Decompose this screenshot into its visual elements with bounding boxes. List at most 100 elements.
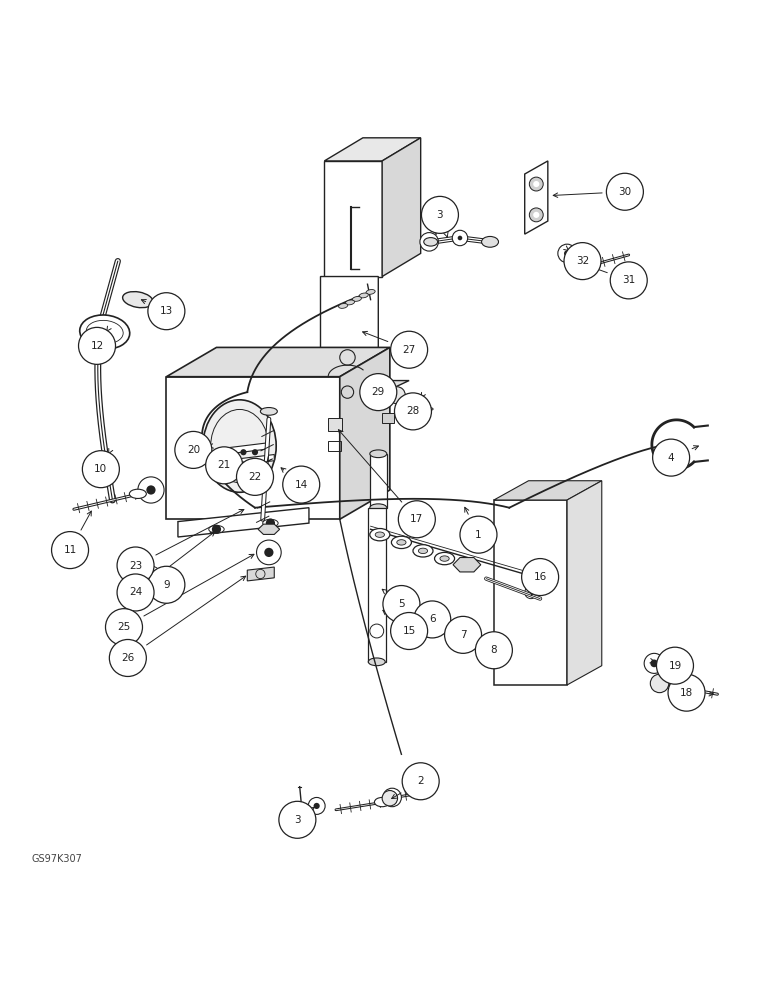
- Ellipse shape: [370, 529, 390, 541]
- Circle shape: [388, 387, 405, 404]
- Circle shape: [391, 613, 428, 649]
- Text: 8: 8: [490, 645, 497, 655]
- Text: 3: 3: [437, 210, 443, 220]
- Ellipse shape: [374, 797, 390, 807]
- Circle shape: [452, 230, 468, 246]
- Circle shape: [571, 260, 587, 277]
- Text: 20: 20: [187, 445, 200, 455]
- Polygon shape: [324, 161, 382, 277]
- Text: 22: 22: [249, 472, 262, 482]
- Ellipse shape: [440, 556, 449, 561]
- Circle shape: [610, 262, 647, 299]
- Ellipse shape: [435, 552, 455, 565]
- Circle shape: [225, 461, 231, 468]
- Circle shape: [606, 173, 643, 210]
- Ellipse shape: [345, 300, 354, 305]
- Ellipse shape: [370, 504, 387, 512]
- Circle shape: [650, 660, 658, 667]
- Text: 13: 13: [160, 306, 173, 316]
- Polygon shape: [320, 381, 409, 408]
- Text: 16: 16: [533, 572, 547, 582]
- Circle shape: [445, 616, 482, 653]
- Text: GS97K307: GS97K307: [32, 854, 83, 864]
- Text: 15: 15: [402, 626, 416, 636]
- Circle shape: [266, 518, 275, 528]
- Circle shape: [389, 794, 395, 801]
- Text: 31: 31: [622, 275, 635, 285]
- Circle shape: [83, 451, 120, 488]
- Ellipse shape: [482, 236, 499, 247]
- Text: 32: 32: [576, 256, 589, 266]
- Text: 9: 9: [163, 580, 170, 590]
- Circle shape: [558, 244, 577, 263]
- Ellipse shape: [208, 525, 224, 533]
- Circle shape: [522, 559, 559, 596]
- Ellipse shape: [424, 238, 438, 246]
- Circle shape: [236, 458, 273, 495]
- Polygon shape: [216, 443, 266, 455]
- Polygon shape: [258, 524, 279, 534]
- Circle shape: [264, 548, 273, 557]
- Text: 5: 5: [398, 599, 405, 609]
- Polygon shape: [167, 347, 390, 377]
- Polygon shape: [320, 277, 378, 408]
- Circle shape: [360, 374, 397, 411]
- Circle shape: [240, 449, 246, 455]
- Polygon shape: [567, 481, 601, 685]
- Circle shape: [283, 466, 320, 503]
- Polygon shape: [382, 138, 421, 277]
- Ellipse shape: [359, 293, 368, 298]
- Text: 25: 25: [117, 622, 130, 632]
- Circle shape: [394, 393, 432, 430]
- Circle shape: [530, 177, 543, 191]
- Circle shape: [458, 236, 462, 240]
- Text: 17: 17: [410, 514, 424, 524]
- Circle shape: [414, 601, 451, 638]
- Circle shape: [650, 674, 669, 693]
- Text: 12: 12: [90, 341, 103, 351]
- Circle shape: [652, 439, 689, 476]
- Circle shape: [225, 449, 231, 455]
- Circle shape: [205, 447, 242, 484]
- Circle shape: [422, 196, 459, 233]
- Text: 28: 28: [406, 406, 420, 416]
- Circle shape: [564, 250, 571, 256]
- Polygon shape: [370, 454, 387, 508]
- Ellipse shape: [339, 304, 347, 308]
- Circle shape: [402, 763, 439, 800]
- Circle shape: [656, 647, 693, 684]
- Circle shape: [391, 331, 428, 368]
- Circle shape: [398, 501, 435, 538]
- Text: 23: 23: [129, 561, 142, 571]
- Circle shape: [117, 574, 154, 611]
- Text: 21: 21: [218, 460, 231, 470]
- Text: 2: 2: [418, 776, 424, 786]
- Circle shape: [148, 566, 185, 603]
- Ellipse shape: [123, 292, 153, 308]
- Circle shape: [110, 639, 147, 676]
- Circle shape: [460, 516, 497, 553]
- Text: 27: 27: [402, 345, 416, 355]
- Circle shape: [279, 801, 316, 838]
- Ellipse shape: [260, 408, 277, 415]
- Circle shape: [372, 383, 378, 389]
- Circle shape: [174, 431, 212, 468]
- Ellipse shape: [366, 290, 375, 294]
- Text: 6: 6: [429, 614, 435, 624]
- Circle shape: [533, 181, 540, 187]
- Text: 1: 1: [475, 530, 482, 540]
- Polygon shape: [216, 455, 274, 468]
- Circle shape: [420, 233, 438, 251]
- Text: 4: 4: [668, 453, 675, 463]
- Ellipse shape: [418, 548, 428, 554]
- Circle shape: [644, 653, 664, 673]
- Text: 3: 3: [294, 815, 300, 825]
- Circle shape: [382, 791, 398, 806]
- FancyBboxPatch shape: [328, 418, 342, 431]
- Circle shape: [138, 477, 164, 503]
- Ellipse shape: [80, 315, 130, 349]
- Circle shape: [308, 797, 325, 814]
- Polygon shape: [453, 558, 481, 572]
- Circle shape: [106, 609, 143, 646]
- Text: 10: 10: [94, 464, 107, 474]
